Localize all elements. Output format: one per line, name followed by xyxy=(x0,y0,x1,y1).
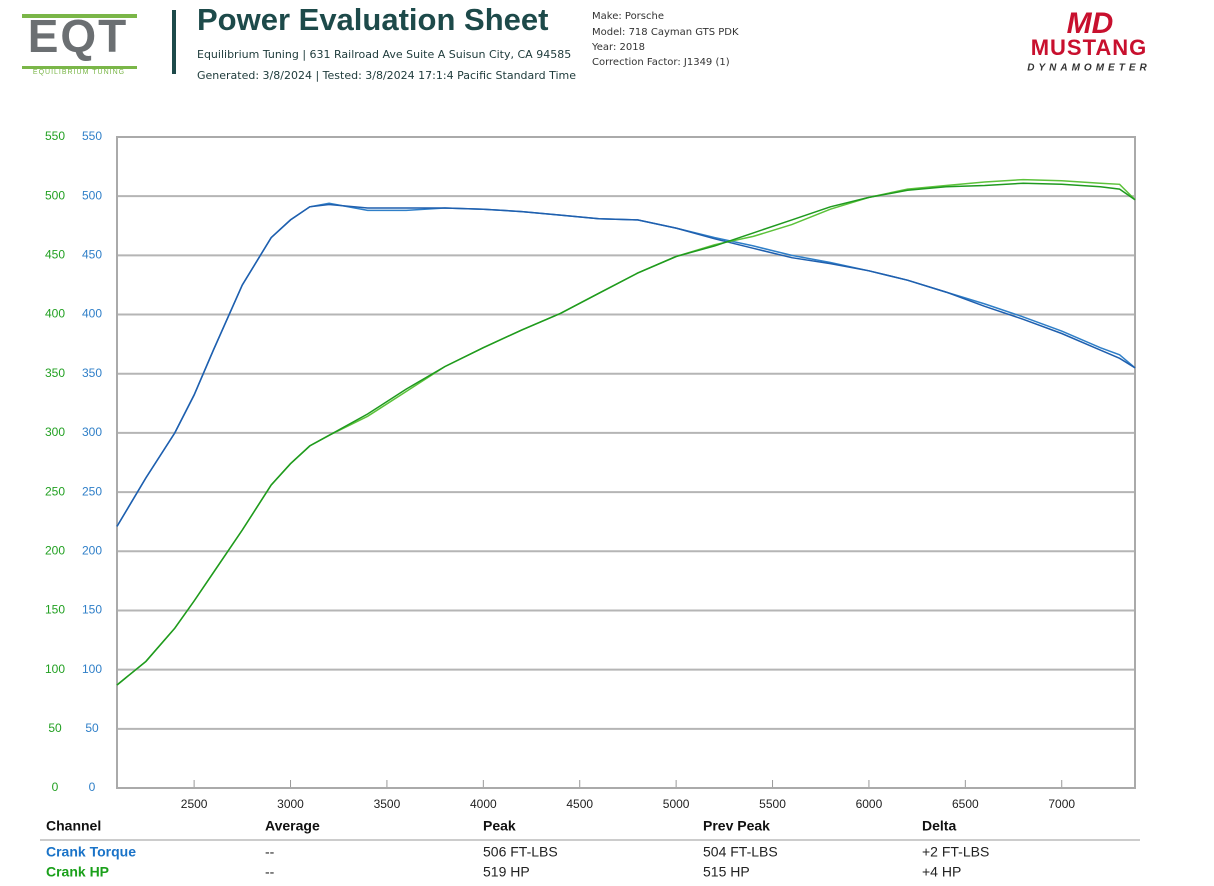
x-tick-label: 3000 xyxy=(277,797,304,811)
y2-tick-label: 50 xyxy=(85,721,99,735)
vehicle-info: Year: 2018 xyxy=(591,42,645,53)
x-tick-label: 7000 xyxy=(1048,797,1075,811)
y-tick-label: 200 xyxy=(45,543,65,557)
y-tick-label: 500 xyxy=(45,188,65,202)
y2-tick-label: 300 xyxy=(82,425,102,439)
y-tick-label: 300 xyxy=(45,425,65,439)
y-tick-label: 50 xyxy=(48,721,62,735)
series-line xyxy=(116,203,1136,527)
vehicle-info: Correction Factor: J1349 (1) xyxy=(592,57,730,68)
y2-tick-label: 150 xyxy=(82,603,102,617)
y-tick-label: 400 xyxy=(45,307,65,321)
table-header: Average xyxy=(265,818,320,834)
x-tick-label: 2500 xyxy=(181,797,208,811)
y2-tick-label: 350 xyxy=(82,366,102,380)
table-header: Peak xyxy=(483,818,516,834)
x-tick-label: 4500 xyxy=(566,797,593,811)
y2-tick-label: 450 xyxy=(82,248,102,262)
y-tick-label: 350 xyxy=(45,366,65,380)
x-tick-label: 5000 xyxy=(663,797,690,811)
y2-tick-label: 500 xyxy=(82,188,102,202)
y2-tick-label: 0 xyxy=(89,780,96,794)
logo-mark: EQT xyxy=(28,10,129,62)
y2-tick-label: 250 xyxy=(82,484,102,498)
logo-md: MD xyxy=(1067,7,1114,40)
table-cell: -- xyxy=(265,844,275,860)
table-cell: 515 HP xyxy=(703,864,750,880)
y-tick-label: 250 xyxy=(45,484,65,498)
table-cell: 506 FT-LBS xyxy=(483,844,558,860)
y2-tick-label: 200 xyxy=(82,543,102,557)
table-cell: 504 FT-LBS xyxy=(703,844,778,860)
table-header: Delta xyxy=(922,818,956,834)
y-tick-label: 100 xyxy=(45,662,65,676)
logo-name: MUSTANG xyxy=(1031,35,1148,60)
address: Equilibrium Tuning | 631 Railroad Ave Su… xyxy=(197,48,571,61)
y-tick-label: 550 xyxy=(45,129,65,143)
x-tick-label: 6000 xyxy=(856,797,883,811)
series-line xyxy=(116,182,1136,686)
table-cell: -- xyxy=(265,864,275,880)
plot: 0501001502002503003504004505005500501001… xyxy=(45,129,1136,811)
table-header: Prev Peak xyxy=(703,818,770,834)
table-cell: 519 HP xyxy=(483,864,530,880)
generated: Generated: 3/8/2024 | Tested: 3/8/2024 1… xyxy=(197,69,576,82)
logo-subtitle: DYNAMOMETER xyxy=(1027,63,1150,74)
divider xyxy=(172,10,176,74)
y-tick-label: 0 xyxy=(52,780,59,794)
x-tick-label: 5500 xyxy=(759,797,786,811)
table: Channel Average Peak Prev Peak Delta Crank To… xyxy=(40,818,1140,880)
vehicle-info: Model: 718 Cayman GTS PDK xyxy=(592,27,739,38)
channel-name: Crank HP xyxy=(46,864,109,880)
y2-tick-label: 550 xyxy=(82,129,102,143)
plot-frame xyxy=(116,136,1136,789)
table-header: Channel xyxy=(46,818,101,834)
logo-bar xyxy=(22,14,137,18)
title: Power Evaluation Sheet xyxy=(197,2,548,37)
logo-subtitle: EQUILIBRIUM TUNING xyxy=(33,69,125,76)
logo-bar xyxy=(22,66,137,69)
y-tick-label: 450 xyxy=(45,248,65,262)
table-cell: +2 FT-LBS xyxy=(922,844,989,860)
channel-name: Crank Torque xyxy=(46,844,136,860)
y2-tick-label: 400 xyxy=(82,307,102,321)
y-tick-label: 150 xyxy=(45,603,65,617)
y2-tick-label: 100 xyxy=(82,662,102,676)
vehicle-info: Make: Porsche xyxy=(592,11,664,22)
x-tick-label: 3500 xyxy=(374,797,401,811)
x-tick-label: 6500 xyxy=(952,797,979,811)
table-cell: +4 HP xyxy=(922,864,961,880)
x-tick-label: 4000 xyxy=(470,797,497,811)
